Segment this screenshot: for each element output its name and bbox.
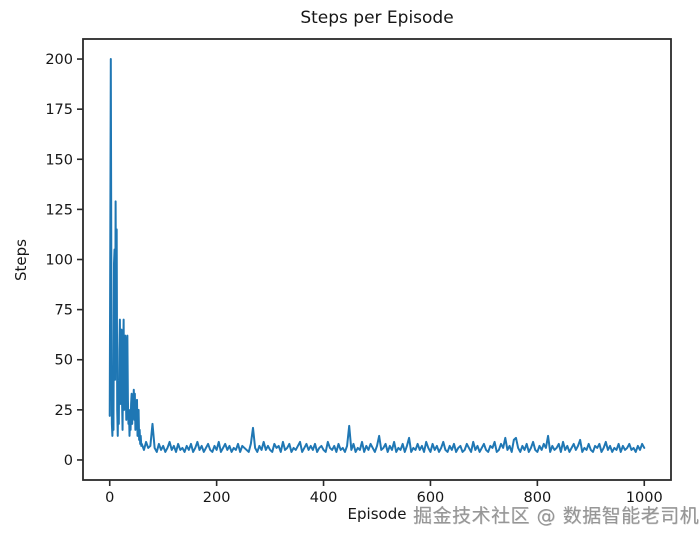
y-tick-label: 100 <box>45 253 73 269</box>
x-axis-label: Episode <box>347 505 407 523</box>
steps-line-series <box>108 58 646 453</box>
y-tick-label: 75 <box>55 303 73 319</box>
y-tick-label: 0 <box>64 453 73 469</box>
y-tick-label: 175 <box>45 102 73 118</box>
chart-title: Steps per Episode <box>300 8 454 28</box>
x-tick-label: 800 <box>524 490 552 506</box>
y-tick-label: 200 <box>45 52 73 68</box>
x-tick-label: 0 <box>105 490 114 506</box>
watermark: 掘金技术社区 @ 数据智能老司机 <box>413 505 700 527</box>
x-tick-label: 600 <box>417 490 445 506</box>
x-tick-label: 200 <box>203 490 231 506</box>
x-tick-label: 1000 <box>626 490 663 506</box>
plot-frame <box>82 38 672 481</box>
y-tick-label: 125 <box>45 202 73 218</box>
y-tick-label: 50 <box>55 353 73 369</box>
y-axis-label: Steps <box>12 239 30 281</box>
y-tick-label: 150 <box>45 152 73 168</box>
y-tick-label: 25 <box>55 403 73 419</box>
x-tick-label: 400 <box>310 490 338 506</box>
